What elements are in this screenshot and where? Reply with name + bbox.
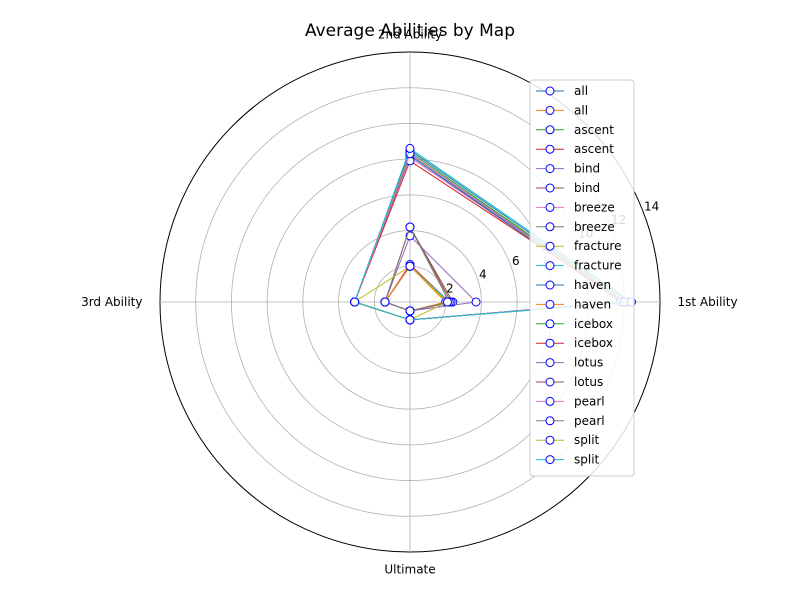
- legend-swatch-marker: [545, 222, 555, 232]
- legend-label: pearl: [574, 394, 605, 408]
- legend-label: ascent: [574, 142, 614, 156]
- legend-entry: ascent: [536, 142, 614, 156]
- series-line: [384, 225, 452, 312]
- legend-swatch-marker: [545, 416, 555, 426]
- series-line: [384, 225, 450, 312]
- legend-label: haven: [574, 278, 611, 292]
- legend-swatch-marker: [545, 435, 555, 445]
- legend-swatch-marker: [545, 338, 555, 348]
- chart-title: Average Abilities by Map: [305, 21, 515, 41]
- legend-swatch-marker: [545, 125, 555, 135]
- legend-label: breeze: [574, 200, 615, 214]
- radial-tick-label: 4: [479, 268, 487, 282]
- legend-entry: split: [536, 433, 600, 447]
- legend-label: fracture: [574, 239, 621, 253]
- axis-label: 2nd Ability: [378, 28, 442, 42]
- axis-label: 1st Ability: [678, 295, 738, 309]
- series-lines: [350, 143, 636, 325]
- legend-label: bind: [574, 181, 600, 195]
- axis-labels: 1st Ability 2nd Ability 3rd Ability Ultimat…: [81, 28, 737, 577]
- radial-tick-label: 6: [512, 254, 520, 268]
- legend-label: all: [574, 84, 588, 98]
- legend-entry: breeze: [536, 220, 615, 234]
- legend-swatch-marker: [545, 396, 555, 406]
- data-point-marker: [443, 297, 452, 307]
- legend-box: [529, 79, 635, 477]
- legend-label: split: [574, 453, 600, 467]
- data-point-marker: [405, 315, 415, 325]
- legend-entry: bind: [536, 181, 600, 195]
- legend-label: split: [574, 433, 600, 447]
- legend-entry: fracture: [536, 239, 621, 253]
- legend-entry: bind: [536, 162, 600, 176]
- legend-entry: all: [536, 103, 588, 117]
- legend-label: pearl: [574, 414, 605, 428]
- axis-label: Ultimate: [384, 563, 435, 577]
- data-point-marker: [405, 261, 415, 271]
- legend-swatch-marker: [545, 377, 555, 387]
- series-line: [353, 265, 448, 321]
- legend-swatch-marker: [545, 164, 555, 174]
- legend-swatch-marker: [545, 455, 555, 465]
- legend-entry: lotus: [536, 356, 603, 370]
- legend: all all ascent ascent bind bind breeze breeze fr…: [529, 79, 635, 477]
- data-point-marker: [405, 222, 415, 232]
- axis-label: 3rd Ability: [81, 295, 142, 309]
- legend-label: haven: [574, 297, 611, 311]
- legend-label: fracture: [574, 259, 621, 273]
- legend-swatch-marker: [545, 280, 555, 290]
- legend-label: icebox: [574, 317, 613, 331]
- legend-swatch-marker: [545, 202, 555, 212]
- legend-entry: icebox: [536, 336, 613, 350]
- legend-swatch-marker: [545, 144, 555, 154]
- legend-swatch-marker: [545, 261, 555, 271]
- radial-tick-label: 14: [644, 199, 659, 213]
- legend-swatch-marker: [545, 319, 555, 329]
- legend-entry: haven: [536, 278, 611, 292]
- legend-entry: ascent: [536, 123, 614, 137]
- series-group: [380, 231, 481, 316]
- legend-label: ascent: [574, 123, 614, 137]
- legend-label: bind: [574, 162, 600, 176]
- legend-swatch-marker: [545, 105, 555, 115]
- radial-tick-label: 2: [446, 281, 454, 295]
- legend-swatch-marker: [545, 299, 555, 309]
- legend-entry: pearl: [536, 394, 605, 408]
- data-point-marker: [405, 143, 415, 153]
- legend-entry: lotus: [536, 375, 603, 389]
- legend-label: lotus: [574, 356, 603, 370]
- legend-entry: icebox: [536, 317, 613, 331]
- legend-label: breeze: [574, 220, 615, 234]
- legend-entry: fracture: [536, 259, 621, 273]
- legend-label: icebox: [574, 336, 613, 350]
- legend-entry: split: [536, 453, 600, 467]
- data-point-marker: [380, 297, 390, 307]
- data-point-marker: [350, 297, 360, 307]
- legend-entry: haven: [536, 297, 611, 311]
- legend-swatch-marker: [545, 86, 555, 96]
- legend-entry: all: [536, 84, 588, 98]
- legend-entry: pearl: [536, 414, 605, 428]
- legend-entry: breeze: [536, 200, 615, 214]
- legend-label: all: [574, 103, 588, 117]
- data-point-marker: [471, 297, 481, 307]
- legend-swatch-marker: [545, 358, 555, 368]
- legend-swatch-marker: [545, 183, 555, 193]
- data-point-marker: [405, 306, 415, 316]
- legend-label: lotus: [574, 375, 603, 389]
- legend-swatch-marker: [545, 241, 555, 251]
